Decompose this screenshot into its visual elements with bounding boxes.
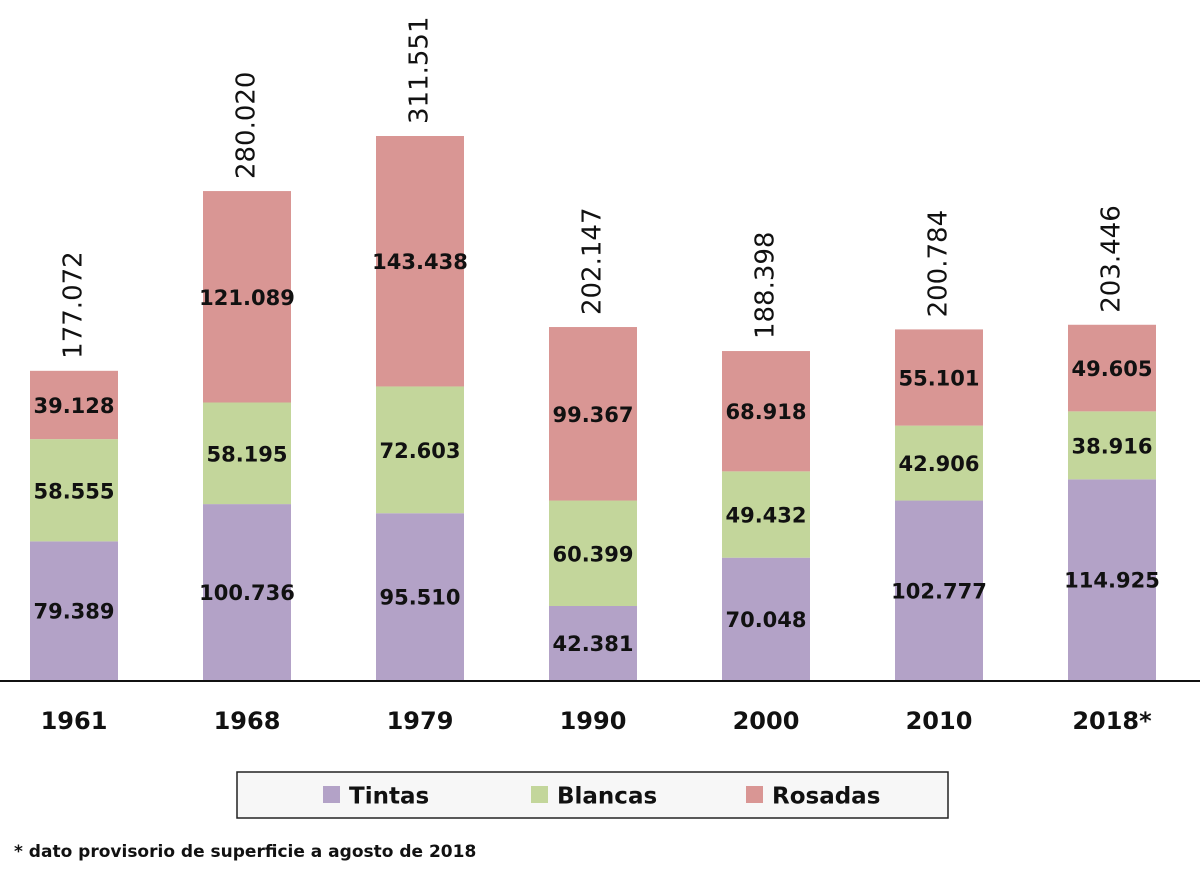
segment-label: 49.432	[725, 504, 806, 528]
x-tick-label: 2010	[906, 707, 973, 735]
total-label: 203.446	[1097, 205, 1127, 313]
legend-label: Blancas	[557, 784, 657, 810]
segment-label: 60.399	[552, 542, 633, 566]
segment-label: 95.510	[379, 586, 460, 610]
bar-segment	[376, 386, 464, 514]
segment-label: 114.925	[1064, 569, 1160, 593]
bar-segment	[1068, 324, 1156, 412]
x-tick-label: 1968	[214, 707, 281, 735]
segment-label: 79.389	[33, 600, 114, 624]
segment-label: 42.906	[898, 452, 979, 476]
bar-segment	[203, 191, 291, 403]
legend-label: Rosadas	[772, 784, 880, 810]
bar-segment	[549, 500, 637, 606]
segment-label: 39.128	[33, 394, 114, 418]
segment-label: 99.367	[552, 403, 633, 427]
bar-segment	[895, 329, 983, 426]
segment-label: 102.777	[891, 579, 987, 603]
legend-swatch	[746, 786, 763, 803]
total-label: 200.784	[924, 210, 954, 318]
segment-label: 58.555	[33, 479, 114, 503]
x-tick-label: 1990	[560, 707, 627, 735]
segment-label: 38.916	[1071, 434, 1152, 458]
x-tick-label: 1961	[41, 707, 108, 735]
total-label: 202.147	[578, 207, 608, 315]
x-tick-label: 1979	[387, 707, 454, 735]
bar-segment	[549, 327, 637, 501]
total-label: 280.020	[232, 72, 262, 180]
bar-segment	[1068, 479, 1156, 680]
bar-segment	[722, 471, 810, 558]
bar-segment	[895, 425, 983, 501]
total-label: 188.398	[751, 232, 781, 340]
segment-label: 42.381	[552, 632, 633, 656]
legend-swatch	[323, 786, 340, 803]
total-label: 311.551	[405, 16, 435, 124]
segment-label: 68.918	[725, 400, 806, 424]
bar-segment	[1068, 411, 1156, 480]
bar-segment	[30, 541, 118, 680]
segment-label: 58.195	[206, 442, 287, 466]
segment-label: 100.736	[199, 581, 295, 605]
segment-label: 49.605	[1071, 357, 1152, 381]
x-tick-label: 2000	[733, 707, 800, 735]
bar-segment	[203, 402, 291, 505]
bar-segment	[30, 370, 118, 440]
footnote: * dato provisorio de superficie a agosto…	[14, 842, 476, 862]
segment-label: 121.089	[199, 286, 295, 310]
legend-label: Tintas	[349, 784, 429, 810]
bar-segment	[549, 605, 637, 680]
segment-label: 55.101	[898, 367, 979, 391]
legend-swatch	[531, 786, 548, 803]
x-tick-label: 2018*	[1072, 707, 1152, 735]
bar-segment	[203, 504, 291, 680]
bar-segment	[895, 500, 983, 680]
bar-segment	[376, 136, 464, 387]
bar-segment	[722, 351, 810, 472]
legend-box	[236, 771, 949, 819]
bar-segment	[30, 439, 118, 542]
total-label: 177.072	[59, 251, 89, 359]
segment-label: 72.603	[379, 439, 460, 463]
segment-label: 143.438	[372, 250, 468, 274]
bar-segment	[376, 513, 464, 680]
bar-segment	[722, 557, 810, 680]
segment-label: 70.048	[725, 608, 806, 632]
